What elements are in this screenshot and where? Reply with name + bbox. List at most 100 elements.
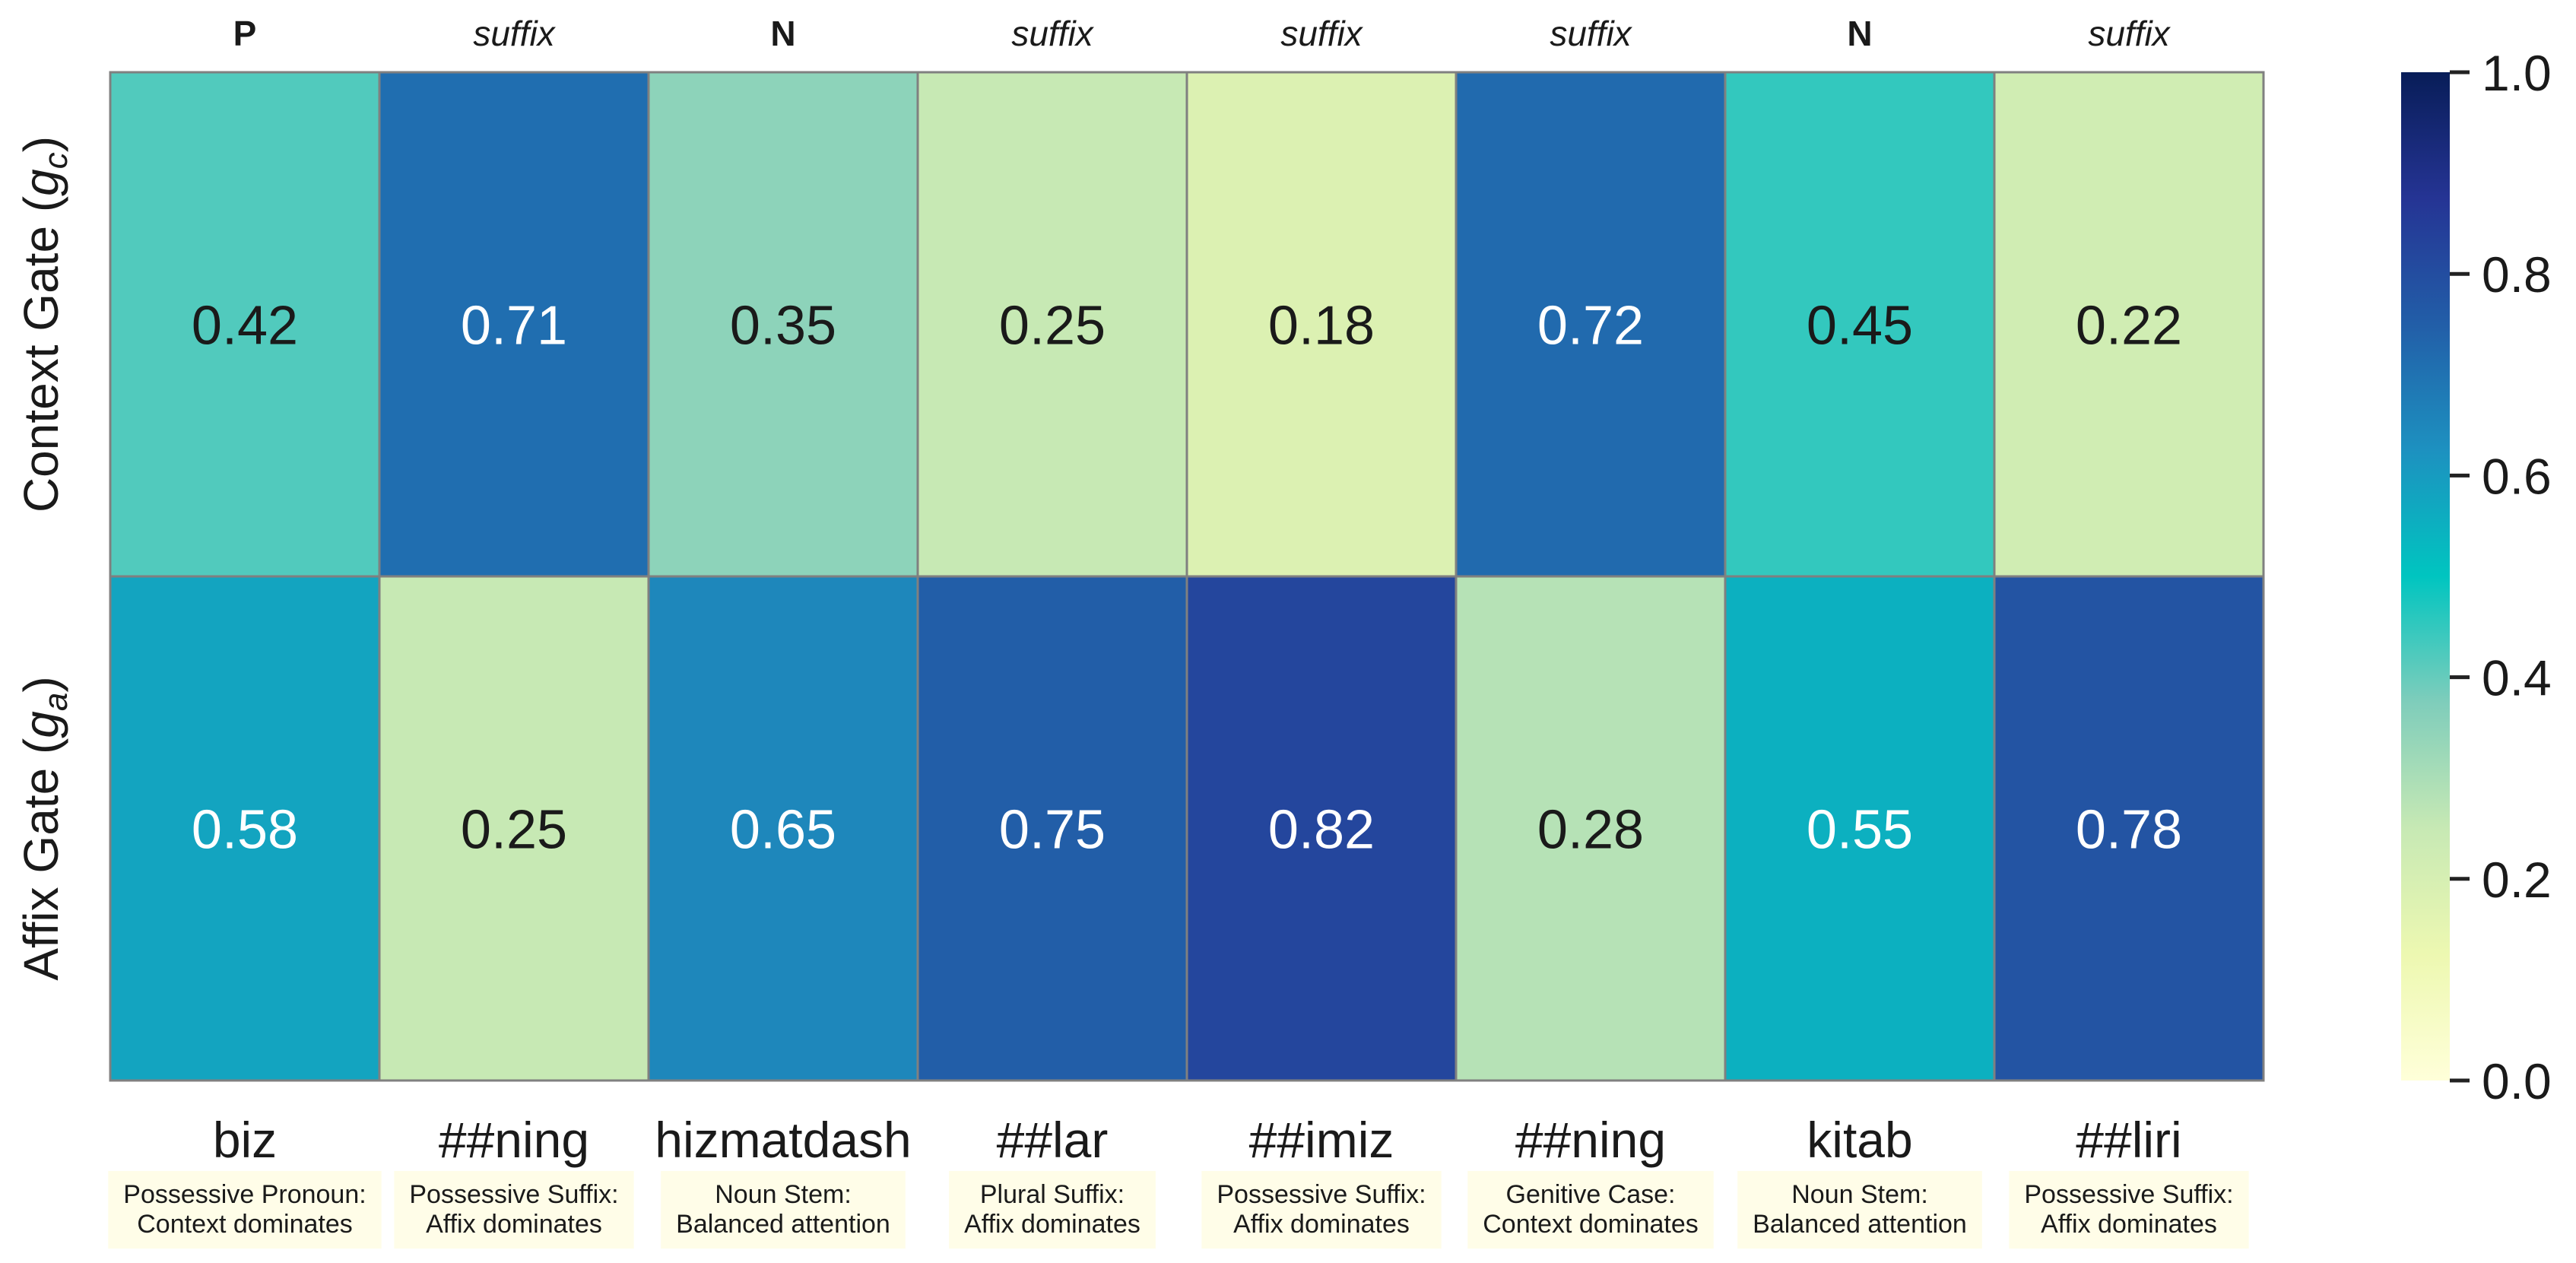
cell-value-label: 0.42 bbox=[192, 296, 298, 357]
row-label-var: g bbox=[14, 169, 68, 196]
cell-value-label: 0.55 bbox=[1807, 800, 1913, 861]
annotation-note: Noun Stem:Balanced attention bbox=[1737, 1171, 1982, 1249]
pos-tag-label: suffix bbox=[1550, 14, 1632, 53]
cell-value-label: 0.58 bbox=[192, 800, 298, 861]
heatmap-cell bbox=[378, 575, 650, 1082]
row-label-prefix: Affix Gate ( bbox=[14, 738, 68, 981]
annotation-line-2: Affix dominates bbox=[1233, 1210, 1410, 1239]
cell-value-label: 0.25 bbox=[999, 296, 1106, 357]
row-label-axis: Context Gate (gc)Affix Gate (ga) bbox=[14, 136, 75, 981]
heatmap-cell bbox=[916, 575, 1188, 1082]
token-tick-label: ##lar bbox=[997, 1112, 1109, 1168]
token-tick-label: ##liri bbox=[2076, 1112, 2181, 1168]
colorbar: 0.0 0.2 0.4 0.6 0.8 1.0 bbox=[2401, 45, 2552, 1109]
cell-value-label: 0.45 bbox=[1807, 296, 1913, 357]
heatmap-cell bbox=[1724, 575, 1996, 1082]
token-tick-label: biz bbox=[213, 1112, 277, 1168]
annotation-box bbox=[1467, 1171, 1714, 1249]
annotation-line-1: Noun Stem: bbox=[715, 1180, 852, 1209]
heatmap-cell bbox=[1455, 71, 1727, 578]
annotation-box bbox=[108, 1171, 382, 1249]
row-label-subscript: a bbox=[37, 693, 75, 711]
annotation-box bbox=[2009, 1171, 2249, 1249]
colorbar-tick-label: 0.2 bbox=[2482, 852, 2552, 908]
heatmap-cell bbox=[1185, 575, 1458, 1082]
row-label-suffix: ) bbox=[14, 136, 68, 152]
pos-tag-label: N bbox=[1847, 14, 1872, 53]
annotation-box bbox=[1201, 1171, 1442, 1249]
cell-value-label: 0.28 bbox=[1537, 800, 1644, 861]
colorbar-tick-label: 0.4 bbox=[2482, 650, 2552, 706]
colorbar-tick-label: 0.8 bbox=[2482, 246, 2552, 303]
annotation-box bbox=[661, 1171, 906, 1249]
pos-tag-label: suffix bbox=[1011, 14, 1094, 53]
row-label-prefix: Context Gate ( bbox=[14, 196, 68, 512]
pos-tag-label: suffix bbox=[2088, 14, 2171, 53]
pos-tag-label: suffix bbox=[473, 14, 556, 53]
cell-value-label: 0.22 bbox=[2076, 296, 2182, 357]
row-label-suffix: ) bbox=[14, 676, 68, 692]
cell-value-label: 0.78 bbox=[2076, 800, 2182, 861]
annotation-line-2: Balanced attention bbox=[676, 1210, 890, 1239]
colorbar-gradient bbox=[2401, 72, 2450, 1081]
cell-value-label: 0.75 bbox=[999, 800, 1106, 861]
token-tick-label: hizmatdash bbox=[655, 1112, 912, 1168]
heatmap-cell bbox=[378, 71, 650, 578]
cell-value-label: 0.65 bbox=[730, 800, 836, 861]
cell-value-label: 0.72 bbox=[1537, 296, 1644, 357]
heatmap-cell bbox=[647, 71, 919, 578]
annotation-note: Possessive Suffix:Affix dominates bbox=[394, 1171, 634, 1249]
heatmap-cell bbox=[1724, 71, 1996, 578]
annotation-line-1: Possessive Suffix: bbox=[409, 1180, 618, 1209]
annotation-line-1: Possessive Suffix: bbox=[1217, 1180, 1426, 1209]
token-tick-label: ##ning bbox=[1515, 1112, 1666, 1168]
annotation-box bbox=[949, 1171, 1156, 1249]
annotation-line-2: Affix dominates bbox=[964, 1210, 1140, 1239]
annotation-box bbox=[394, 1171, 634, 1249]
annotation-note: Genitive Case:Context dominates bbox=[1467, 1171, 1714, 1249]
cell-value-label: 0.35 bbox=[730, 296, 836, 357]
row-label-var: g bbox=[14, 711, 68, 738]
annotation-note: Possessive Suffix:Affix dominates bbox=[2009, 1171, 2249, 1249]
token-tick-label: ##ning bbox=[439, 1112, 589, 1168]
token-tick-label: ##imiz bbox=[1249, 1112, 1394, 1168]
row-label: Context Gate (gc) bbox=[14, 136, 75, 512]
cell-value-label: 0.18 bbox=[1268, 296, 1375, 357]
heatmap-cell bbox=[1993, 575, 2265, 1082]
row-label-subscript: c bbox=[37, 152, 75, 169]
cell-value-label: 0.71 bbox=[461, 296, 567, 357]
token-tick-label: kitab bbox=[1807, 1112, 1912, 1168]
annotation-line-2: Affix dominates bbox=[426, 1210, 602, 1239]
colorbar-tick-label: 1.0 bbox=[2482, 45, 2552, 101]
heatmap-cell bbox=[1455, 575, 1727, 1082]
colorbar-tick-label: 0.6 bbox=[2482, 448, 2552, 504]
cell-value-label: 0.82 bbox=[1268, 800, 1375, 861]
annotation-line-2: Affix dominates bbox=[2041, 1210, 2217, 1239]
annotation-line-1: Genitive Case: bbox=[1506, 1180, 1676, 1209]
heatmap-cell bbox=[109, 71, 381, 578]
annotation-note: Possessive Pronoun:Context dominates bbox=[108, 1171, 382, 1249]
cell-value-label: 0.25 bbox=[461, 800, 567, 861]
heatmap-cell bbox=[1185, 71, 1458, 578]
heatmap-grid: 0.42 0.71 0.35 0.25 0.18 0.72 0.45 0.22 0.58 0.25… bbox=[109, 71, 2265, 1082]
annotation-line-2: Balanced attention bbox=[1753, 1210, 1967, 1239]
annotation-line-1: Noun Stem: bbox=[1791, 1180, 1928, 1209]
row-label: Affix Gate (ga) bbox=[14, 676, 75, 980]
pos-tag-label: suffix bbox=[1280, 14, 1363, 53]
heatmap-cell bbox=[1993, 71, 2265, 578]
heatmap-cell bbox=[916, 71, 1188, 578]
pos-tag-label: N bbox=[770, 14, 795, 53]
annotation-line-1: Plural Suffix: bbox=[980, 1180, 1125, 1209]
annotation-box bbox=[1737, 1171, 1982, 1249]
annotation-note: Noun Stem:Balanced attention bbox=[661, 1171, 906, 1249]
annotation-line-2: Context dominates bbox=[1483, 1210, 1699, 1239]
colorbar-tick-label: 0.0 bbox=[2482, 1053, 2552, 1109]
pos-tag-label: P bbox=[233, 14, 257, 53]
annotation-line-1: Possessive Suffix: bbox=[2024, 1180, 2233, 1209]
annotation-note: Possessive Suffix:Affix dominates bbox=[1201, 1171, 1442, 1249]
heatmap-cell bbox=[109, 575, 381, 1082]
annotation-line-2: Context dominates bbox=[137, 1210, 353, 1239]
